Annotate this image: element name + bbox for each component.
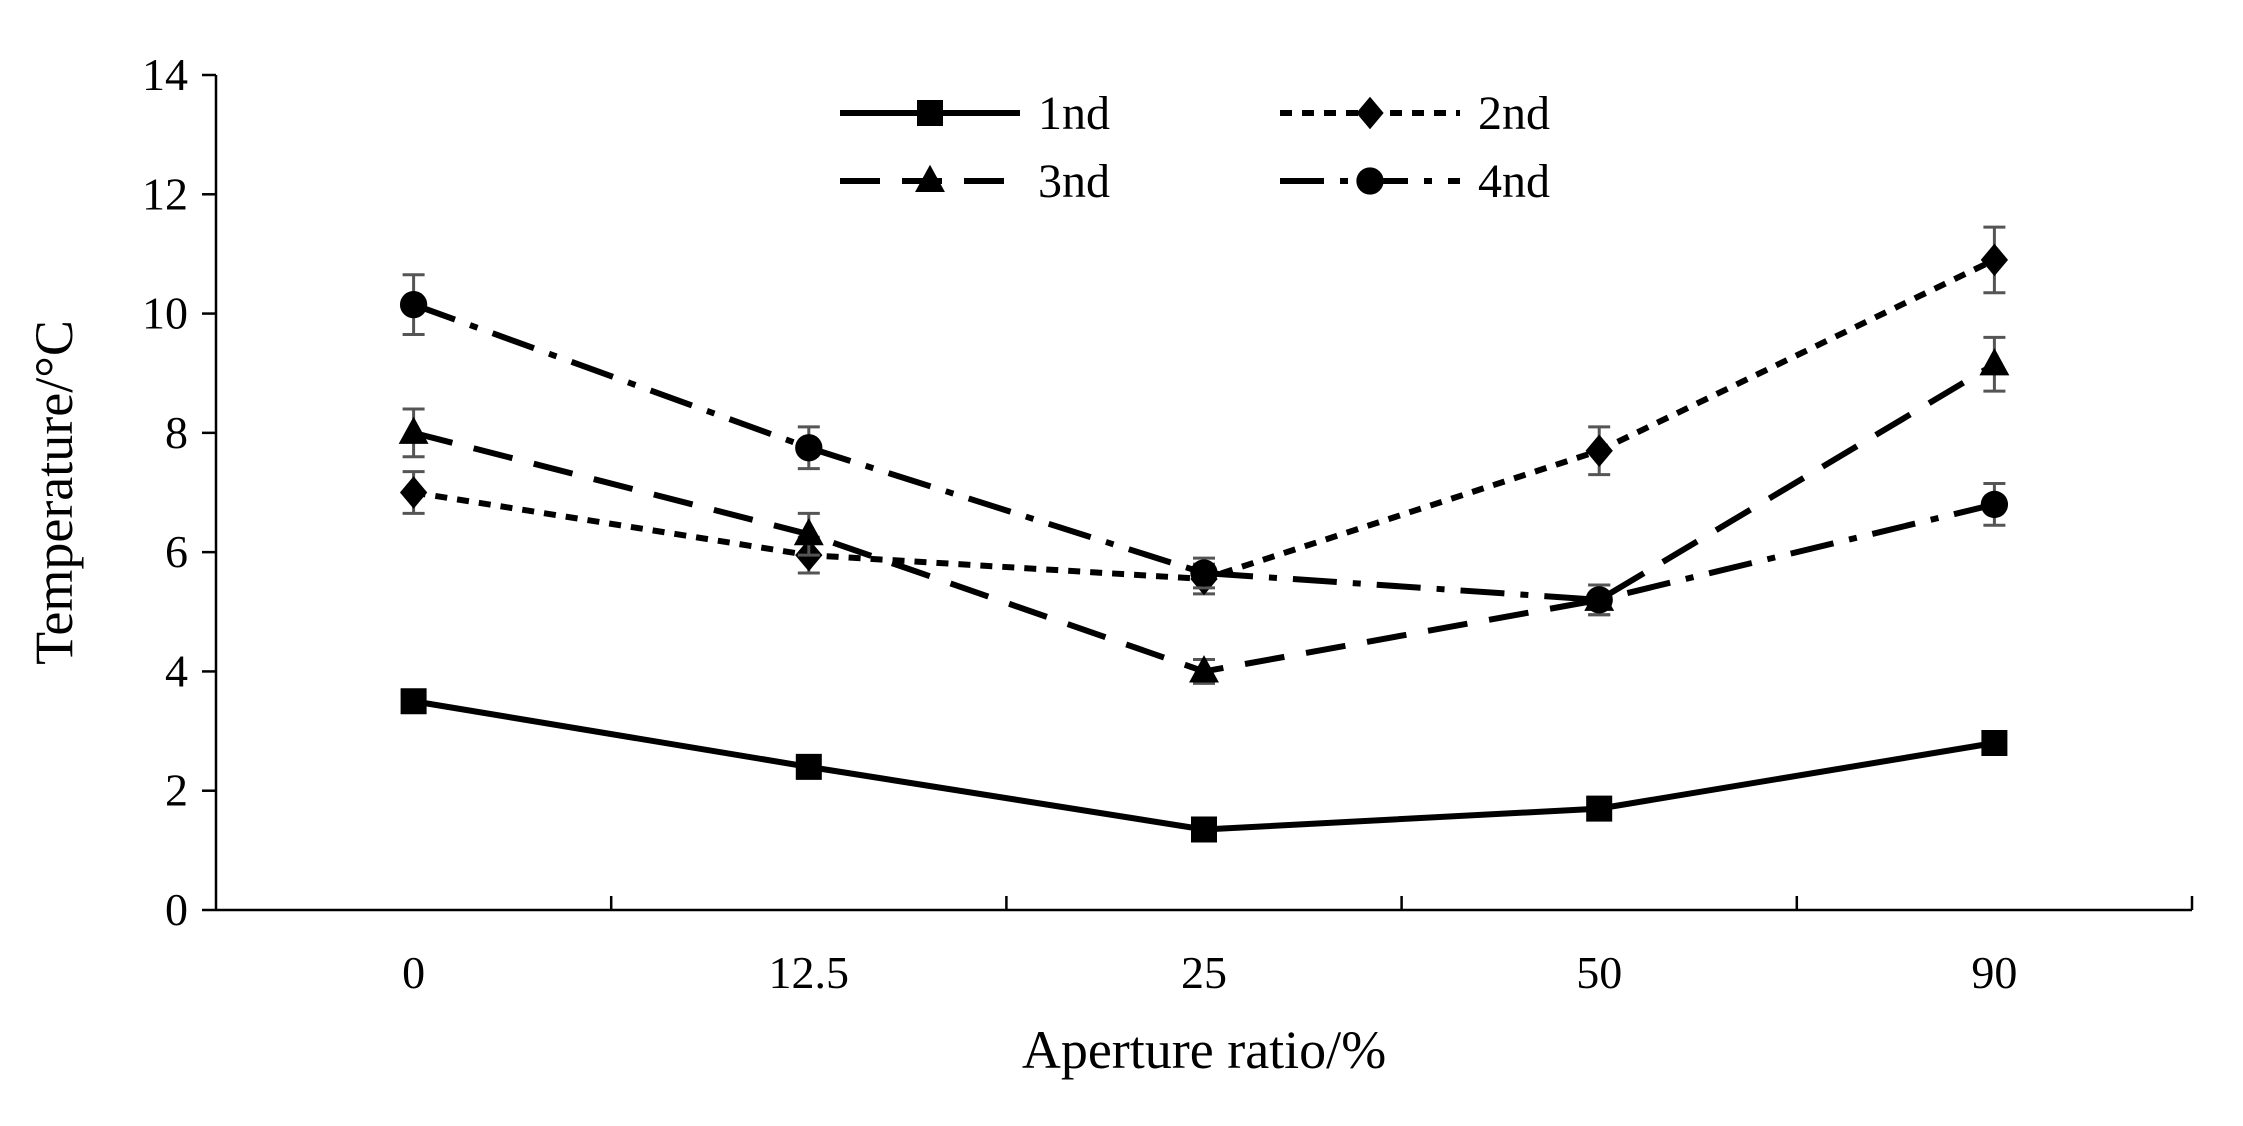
x-tick-label: 0: [402, 947, 425, 998]
legend: 1nd 2nd 3nd 4nd: [840, 87, 1550, 208]
y-tick-label: 14: [142, 49, 188, 100]
data-point: [1981, 730, 2008, 756]
legend-item: 4nd: [1280, 155, 1550, 208]
data-point: [400, 688, 427, 715]
y-tick-label: 8: [165, 407, 188, 458]
legend-label: 1nd: [1038, 87, 1110, 140]
y-tick-label: 0: [165, 884, 188, 935]
legend-item: 2nd: [1280, 87, 1550, 140]
data-point: [398, 416, 429, 444]
legend-label: 3nd: [1038, 155, 1110, 208]
series-line: [412, 301, 1996, 603]
series-4: [399, 273, 2009, 617]
series-3: [398, 335, 2010, 685]
data-point: [399, 290, 428, 319]
data-point: [1585, 586, 1613, 614]
x-tick-label: 90: [1971, 947, 2017, 998]
y-tick-label: 6: [165, 526, 188, 577]
series-line: [413, 257, 1996, 583]
series-1: [400, 688, 2008, 843]
data-point: [795, 753, 822, 780]
x-axis-title: Aperture ratio/%: [1022, 1020, 1386, 1080]
series-group: [398, 225, 2010, 843]
series-2: [399, 225, 2009, 596]
y-axis-title: Temperature/°C: [24, 320, 84, 665]
y-tick-label: 12: [142, 168, 188, 219]
data-point: [1190, 559, 1218, 587]
data-point: [399, 476, 428, 509]
series-line: [413, 698, 1995, 833]
legend-marker: [1356, 96, 1384, 130]
data-point: [1980, 490, 2009, 519]
legend-label: 2nd: [1478, 87, 1550, 140]
series-line: [412, 361, 1996, 675]
data-point: [793, 518, 824, 546]
legend-marker: [917, 100, 943, 126]
axes: 0 2 4 6 8 10 12 14 0 12.5 25 50 90: [142, 49, 2194, 998]
data-point: [795, 434, 823, 462]
legend-item: 1nd: [840, 87, 1110, 140]
x-tick-label: 12.5: [769, 947, 850, 998]
data-point: [1980, 243, 2009, 277]
y-tick-label: 4: [165, 645, 188, 696]
data-point: [1586, 795, 1613, 822]
data-point: [1585, 434, 1613, 467]
legend-label: 4nd: [1478, 155, 1550, 208]
legend-marker: [1356, 167, 1384, 195]
y-tick-label: 10: [142, 288, 188, 339]
x-tick-label: 50: [1576, 947, 1622, 998]
legend-marker: [915, 164, 945, 193]
data-point: [1979, 348, 2010, 376]
legend-item: 3nd: [840, 155, 1110, 208]
x-tick-label: 25: [1181, 947, 1227, 998]
data-point: [1191, 816, 1217, 843]
data-point: [1189, 655, 1219, 683]
y-tick-label: 2: [165, 765, 188, 816]
